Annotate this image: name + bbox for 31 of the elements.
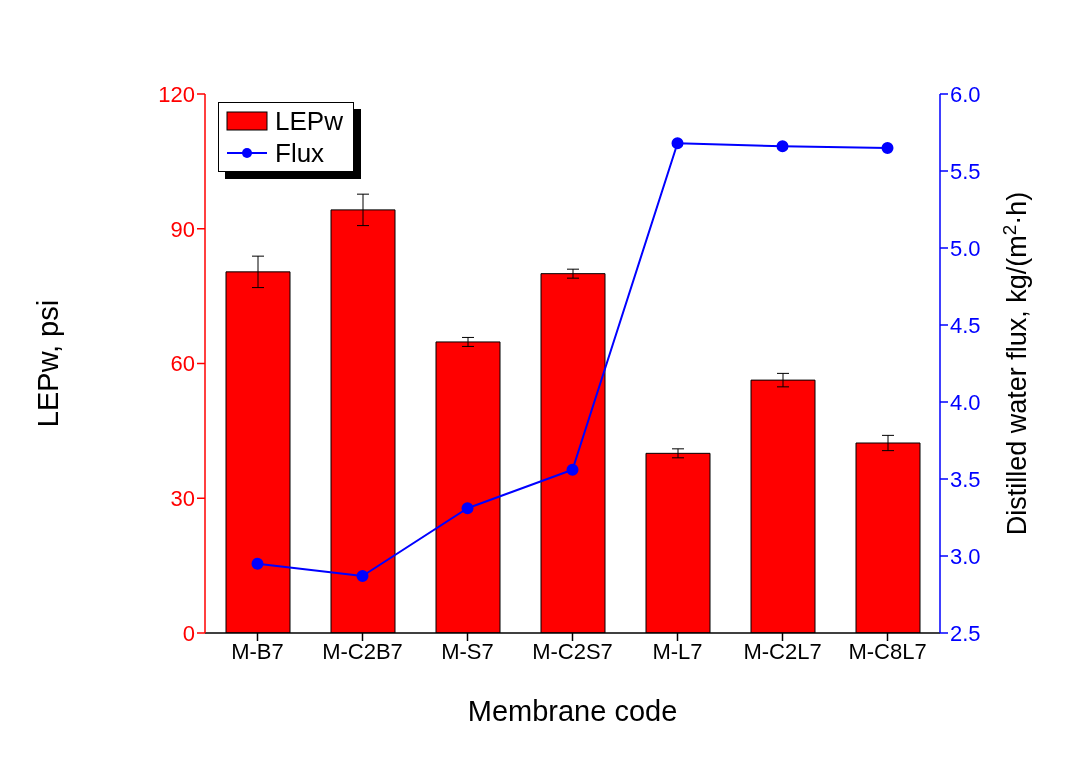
x-tick-label: M-C2L7 — [743, 638, 822, 664]
y-axis-title: LEPw, psi — [32, 299, 64, 428]
legend-label: LEPw — [275, 105, 343, 137]
y-tick-label: 120 — [158, 81, 195, 107]
point — [356, 570, 369, 583]
y2-tick-label: 5.0 — [950, 235, 981, 261]
x-tick-label: M-S7 — [441, 638, 494, 664]
point — [251, 557, 264, 570]
x-tick-label: M-L7 — [652, 638, 703, 664]
y2-tick-label: 4.0 — [950, 389, 981, 415]
x-tick-label: M-B7 — [231, 638, 284, 664]
point — [566, 463, 579, 476]
legend-label: Flux — [275, 137, 325, 169]
x-axis-title: Membrane code — [467, 695, 678, 727]
x-tick-label: M-C8L7 — [848, 638, 927, 664]
y2-tick-label: 2.5 — [950, 620, 981, 646]
x-tick-label: M-C2B7 — [322, 638, 403, 664]
y2-tick-label: 5.5 — [950, 158, 981, 184]
y2-tick-label: 4.5 — [950, 312, 981, 338]
x-tick-label: M-C2S7 — [532, 638, 613, 664]
point — [881, 141, 894, 154]
y2-tick-label: 6.0 — [950, 81, 981, 107]
y-tick-label: 90 — [170, 216, 195, 242]
point — [776, 140, 789, 153]
y2-tick-label: 3.0 — [950, 543, 981, 569]
y-tick-label: 30 — [170, 486, 195, 512]
y2-tick-label: 3.5 — [950, 466, 981, 492]
y-tick-label: 0 — [182, 620, 195, 646]
point — [461, 502, 474, 515]
point — [671, 137, 684, 150]
y-tick-label: 60 — [170, 351, 195, 377]
